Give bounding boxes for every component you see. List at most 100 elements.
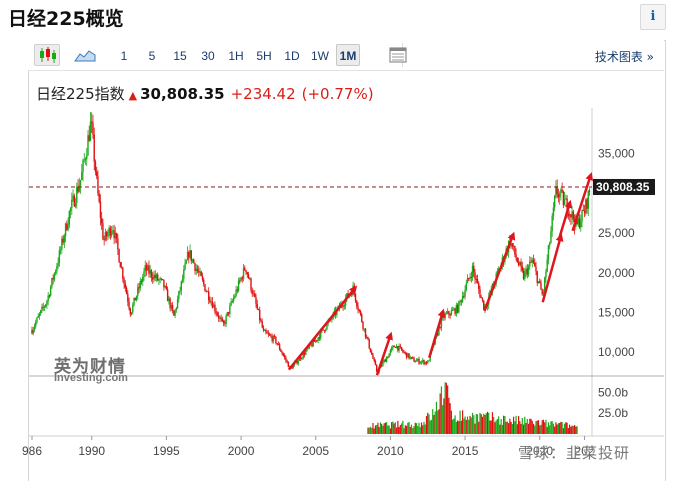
candle-body bbox=[444, 313, 446, 318]
volume-bar bbox=[514, 421, 516, 434]
candle-body bbox=[250, 278, 252, 291]
candle-body bbox=[272, 335, 275, 342]
volume-bar bbox=[504, 415, 506, 434]
volume-bar bbox=[424, 424, 426, 434]
candle-body bbox=[261, 321, 263, 328]
candle-body bbox=[356, 301, 358, 307]
candle-body bbox=[474, 272, 476, 280]
candle-body bbox=[439, 326, 441, 328]
candle-body bbox=[346, 293, 348, 299]
candle-body bbox=[32, 329, 34, 334]
candle-body bbox=[578, 218, 581, 228]
x-tick-label: 1995 bbox=[153, 444, 180, 458]
candle-body bbox=[476, 279, 479, 284]
candle-body bbox=[215, 311, 217, 314]
candle-body bbox=[383, 359, 385, 362]
candle-body bbox=[244, 267, 246, 271]
interval-5[interactable]: 5 bbox=[148, 49, 156, 63]
area-chart-icon[interactable] bbox=[72, 44, 98, 66]
candle-body bbox=[402, 350, 404, 352]
candle-body bbox=[115, 232, 118, 239]
source-credit: 雪球：韭菜投研 bbox=[518, 444, 631, 462]
interval-1w[interactable]: 1W bbox=[311, 49, 329, 63]
candle-body bbox=[535, 266, 537, 272]
candle-body bbox=[511, 243, 514, 247]
volume-bar bbox=[496, 418, 499, 434]
candle-body bbox=[56, 266, 58, 272]
candle-body bbox=[110, 231, 113, 236]
candle-body bbox=[138, 287, 140, 289]
volume-bar bbox=[450, 410, 452, 434]
interval-1m[interactable]: 1M bbox=[336, 44, 360, 66]
volume-bar bbox=[456, 420, 459, 434]
candle-body bbox=[178, 291, 180, 300]
volume-bar bbox=[554, 426, 556, 434]
interval-5h[interactable]: 5H bbox=[256, 49, 272, 63]
volume-bar bbox=[512, 416, 515, 434]
volume-bar bbox=[493, 416, 495, 434]
candle-body bbox=[124, 283, 127, 288]
candle-body bbox=[397, 346, 399, 351]
candle-body bbox=[305, 350, 307, 355]
candle-body bbox=[583, 210, 586, 214]
interval-30[interactable]: 30 bbox=[201, 49, 215, 63]
candle-body bbox=[588, 190, 591, 192]
info-icon[interactable]: i bbox=[640, 4, 666, 30]
candle-body bbox=[232, 297, 235, 301]
candle-body bbox=[194, 263, 196, 271]
volume-bar bbox=[442, 405, 444, 434]
x-tick-label: 2010 bbox=[377, 444, 404, 458]
volume-bar bbox=[572, 425, 574, 434]
candle-body bbox=[38, 313, 41, 317]
candle-body bbox=[369, 348, 372, 353]
candle-body bbox=[159, 278, 161, 280]
instrument-name: 日经225指数 bbox=[36, 85, 125, 103]
candle-body bbox=[516, 258, 519, 263]
volume-bar bbox=[530, 418, 532, 434]
volume-bar bbox=[524, 416, 526, 434]
candle-body bbox=[212, 304, 215, 308]
candle-body bbox=[556, 186, 558, 195]
candle-body bbox=[262, 327, 265, 331]
candle-body bbox=[468, 277, 470, 279]
candle-body bbox=[173, 310, 175, 316]
technical-chart-link-label: 技术图表 bbox=[594, 50, 643, 64]
candle-body bbox=[191, 259, 194, 262]
candlestick-chart-icon[interactable] bbox=[34, 44, 60, 66]
candle-body bbox=[77, 186, 79, 192]
candle-body bbox=[237, 280, 240, 291]
candle-body bbox=[531, 259, 533, 262]
candle-body bbox=[585, 199, 587, 214]
volume-bar bbox=[452, 419, 454, 434]
candle-body bbox=[399, 345, 402, 348]
candle-body bbox=[153, 274, 155, 280]
interval-1d[interactable]: 1D bbox=[284, 49, 300, 63]
table-icon[interactable] bbox=[386, 44, 410, 66]
volume-bar bbox=[398, 426, 400, 434]
candle-body bbox=[199, 271, 201, 273]
candle-body bbox=[412, 357, 414, 359]
interval-15[interactable]: 15 bbox=[173, 49, 187, 63]
candle-body bbox=[525, 268, 527, 272]
technical-chart-link[interactable]: 技术图表 » bbox=[595, 48, 654, 65]
candle-body bbox=[540, 282, 542, 290]
volume-bar bbox=[555, 422, 557, 434]
current-price-label: 30,808.35 bbox=[596, 180, 650, 194]
candle-body bbox=[408, 353, 410, 359]
candle-body bbox=[99, 201, 102, 219]
candle-body bbox=[109, 227, 112, 236]
candle-body bbox=[43, 306, 46, 308]
volume-bar bbox=[382, 425, 384, 434]
interval-1h[interactable]: 1H bbox=[228, 49, 244, 63]
interval-1[interactable]: 1 bbox=[120, 49, 128, 63]
candle-body bbox=[145, 265, 148, 271]
volume-bar bbox=[567, 428, 569, 434]
candle-body bbox=[548, 242, 551, 246]
candle-body bbox=[103, 239, 105, 241]
candle-body bbox=[380, 365, 383, 367]
candle-body bbox=[150, 270, 153, 278]
candle-body bbox=[160, 278, 163, 280]
candle-body bbox=[234, 295, 236, 298]
volume-bar bbox=[571, 425, 573, 434]
